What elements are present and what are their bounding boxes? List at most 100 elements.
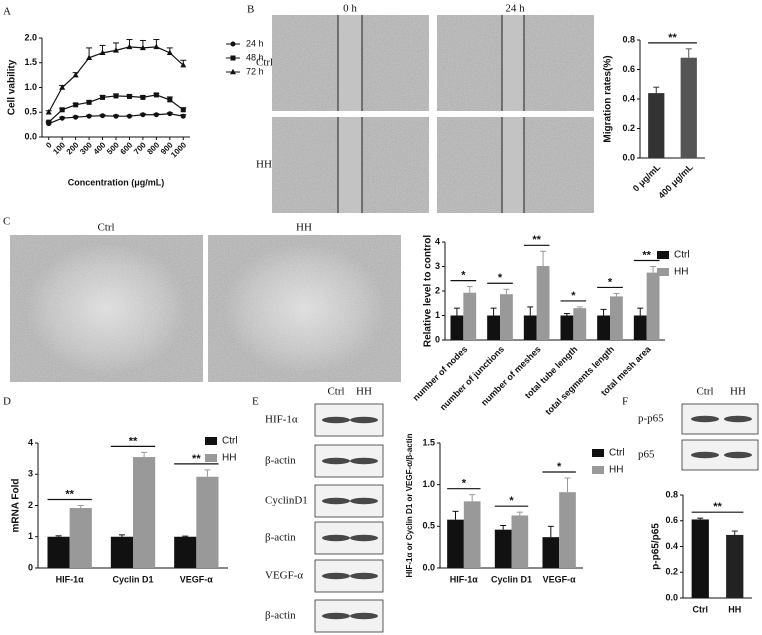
y-tick-label: 0.5: [422, 521, 435, 531]
bar: [463, 501, 481, 568]
legend-label: 48 h: [246, 52, 264, 62]
y-tick-label: 0.5: [24, 107, 37, 117]
x-tick-label: number of junctions: [438, 344, 506, 412]
marker: [166, 49, 173, 56]
significance-label: *: [557, 461, 562, 473]
x-tick-label: 700: [132, 140, 148, 156]
marker: [153, 112, 159, 118]
y-tick-label: 4: [435, 236, 440, 246]
x-tick-label: 200: [65, 140, 81, 156]
panel-label: F: [622, 396, 628, 408]
significance-label: *: [509, 495, 514, 507]
significance-label: *: [571, 290, 576, 302]
y-tick-label: 0.2: [665, 567, 678, 577]
marker: [126, 43, 133, 50]
marker: [113, 113, 119, 119]
bar: [174, 536, 197, 568]
blot-band: [350, 416, 378, 424]
blot-band: [724, 415, 752, 423]
marker: [86, 54, 93, 60]
lane-label: HH: [730, 386, 746, 398]
y-tick-label: 0: [28, 562, 33, 572]
y-axis-label: Relative level to control: [423, 235, 434, 347]
blot-band: [322, 534, 350, 542]
blot-band: [350, 497, 378, 505]
bar: [726, 534, 744, 598]
significance-label: **: [668, 32, 677, 44]
x-tick-label: 0 μg/mL: [631, 162, 663, 194]
panel-label: C: [3, 216, 10, 228]
panel-label: B: [247, 4, 254, 16]
marker: [86, 99, 92, 105]
marker: [140, 112, 146, 118]
legend-label: HH: [609, 465, 623, 476]
marker: [126, 93, 132, 99]
column-label: 0 h: [343, 3, 357, 15]
x-tick-label: VEGF-α: [543, 574, 577, 584]
significance-label: *: [462, 478, 467, 490]
y-axis-label: mRNA Fold: [11, 478, 22, 532]
y-tick-label: 1.5: [24, 57, 37, 67]
legend-swatch: [205, 454, 217, 462]
y-tick-label: 0.2: [622, 123, 635, 133]
significance-label: **: [192, 453, 201, 465]
bar: [648, 93, 665, 158]
bar: [47, 536, 70, 568]
significance-label: **: [642, 249, 651, 261]
panel-label: E: [252, 396, 259, 408]
bar: [559, 492, 576, 568]
marker: [73, 114, 79, 120]
blot-band: [322, 572, 350, 580]
marker: [180, 62, 187, 68]
bar: [133, 457, 156, 568]
x-tick-label: 500: [105, 140, 121, 156]
bar: [450, 315, 464, 340]
legend-label: 72 h: [246, 66, 264, 76]
blot-band: [350, 457, 378, 465]
bar: [542, 537, 560, 568]
legend-label: Ctrl: [222, 436, 238, 447]
x-tick-label: Cyclin D1: [491, 574, 532, 584]
blot-label: HIF-1α: [265, 414, 298, 426]
bar: [536, 266, 550, 340]
legend-label: Ctrl: [609, 448, 625, 459]
y-tick-label: 2.0: [24, 32, 37, 42]
blot-band: [322, 416, 350, 424]
y-tick-label: 2: [28, 500, 33, 510]
blot-label: VEGF-α: [265, 570, 303, 582]
marker: [100, 113, 106, 119]
bar: [560, 315, 574, 340]
row-label: HH: [256, 159, 272, 171]
marker: [167, 97, 173, 103]
y-axis-label: p-p65/p65: [651, 523, 662, 570]
marker: [113, 47, 119, 53]
marker: [59, 84, 66, 90]
marker: [153, 43, 160, 50]
legend-label: HH: [222, 453, 236, 464]
marker: [180, 107, 186, 113]
x-tick-label: Ctrl: [693, 604, 709, 614]
x-tick-label: 400: [92, 140, 108, 156]
y-tick-label: 0.6: [665, 515, 678, 525]
panel-label: A: [3, 6, 11, 18]
blot-label: β-actin: [265, 610, 296, 622]
y-tick-label: 0.8: [665, 489, 678, 499]
legend-swatch: [657, 251, 669, 259]
significance-label: **: [65, 488, 74, 500]
marker: [73, 102, 79, 108]
legend-swatch: [592, 466, 604, 474]
blot-band: [350, 612, 378, 620]
x-tick-label: 100: [51, 140, 67, 156]
y-tick-label: 0.4: [665, 541, 678, 551]
blot-label: p-p65: [638, 413, 664, 425]
blot-band: [691, 451, 719, 459]
legend-swatch: [592, 449, 604, 457]
bar: [680, 57, 697, 159]
blot-band: [322, 497, 350, 505]
wound-gap: [502, 117, 524, 213]
y-tick-label: 0.0: [24, 131, 37, 141]
bar: [523, 315, 537, 340]
significance-label: *: [461, 269, 466, 281]
blot-label: CyclinD1: [265, 495, 308, 507]
y-axis-label: HIF-1α or Cyclin D1 or VEGF-α/β-actin: [405, 433, 414, 577]
